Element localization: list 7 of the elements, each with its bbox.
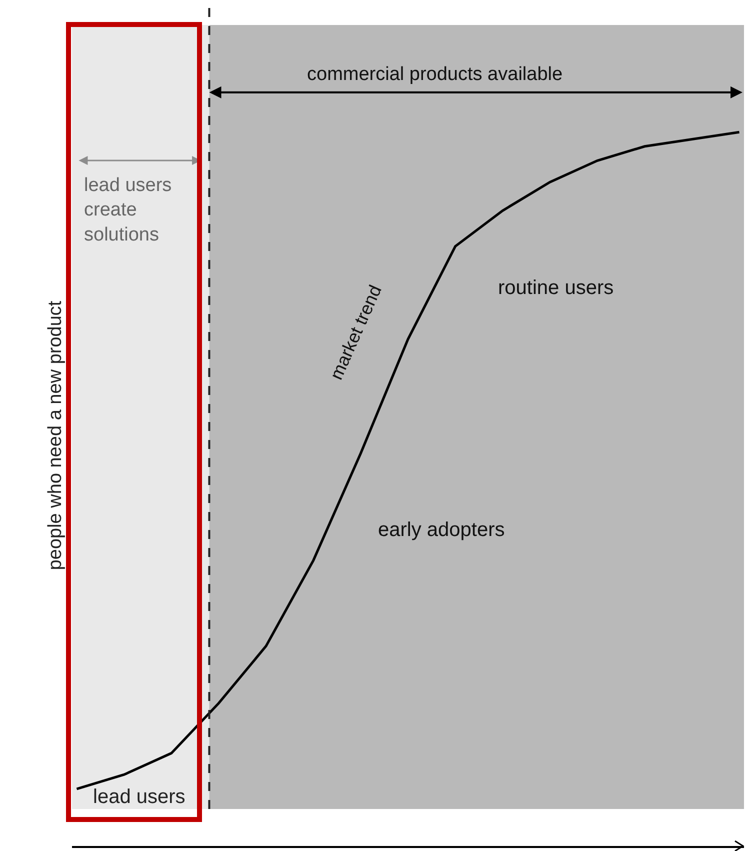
text: commercial products available [307, 64, 563, 85]
annotation: routine users [498, 277, 614, 299]
text: market trend [326, 282, 386, 383]
y-axis-title: people who need a new product [44, 300, 66, 570]
annotation: lead users [93, 786, 186, 808]
annotation: lead users create solutions [84, 175, 172, 246]
annotation: early adopters [378, 519, 505, 541]
